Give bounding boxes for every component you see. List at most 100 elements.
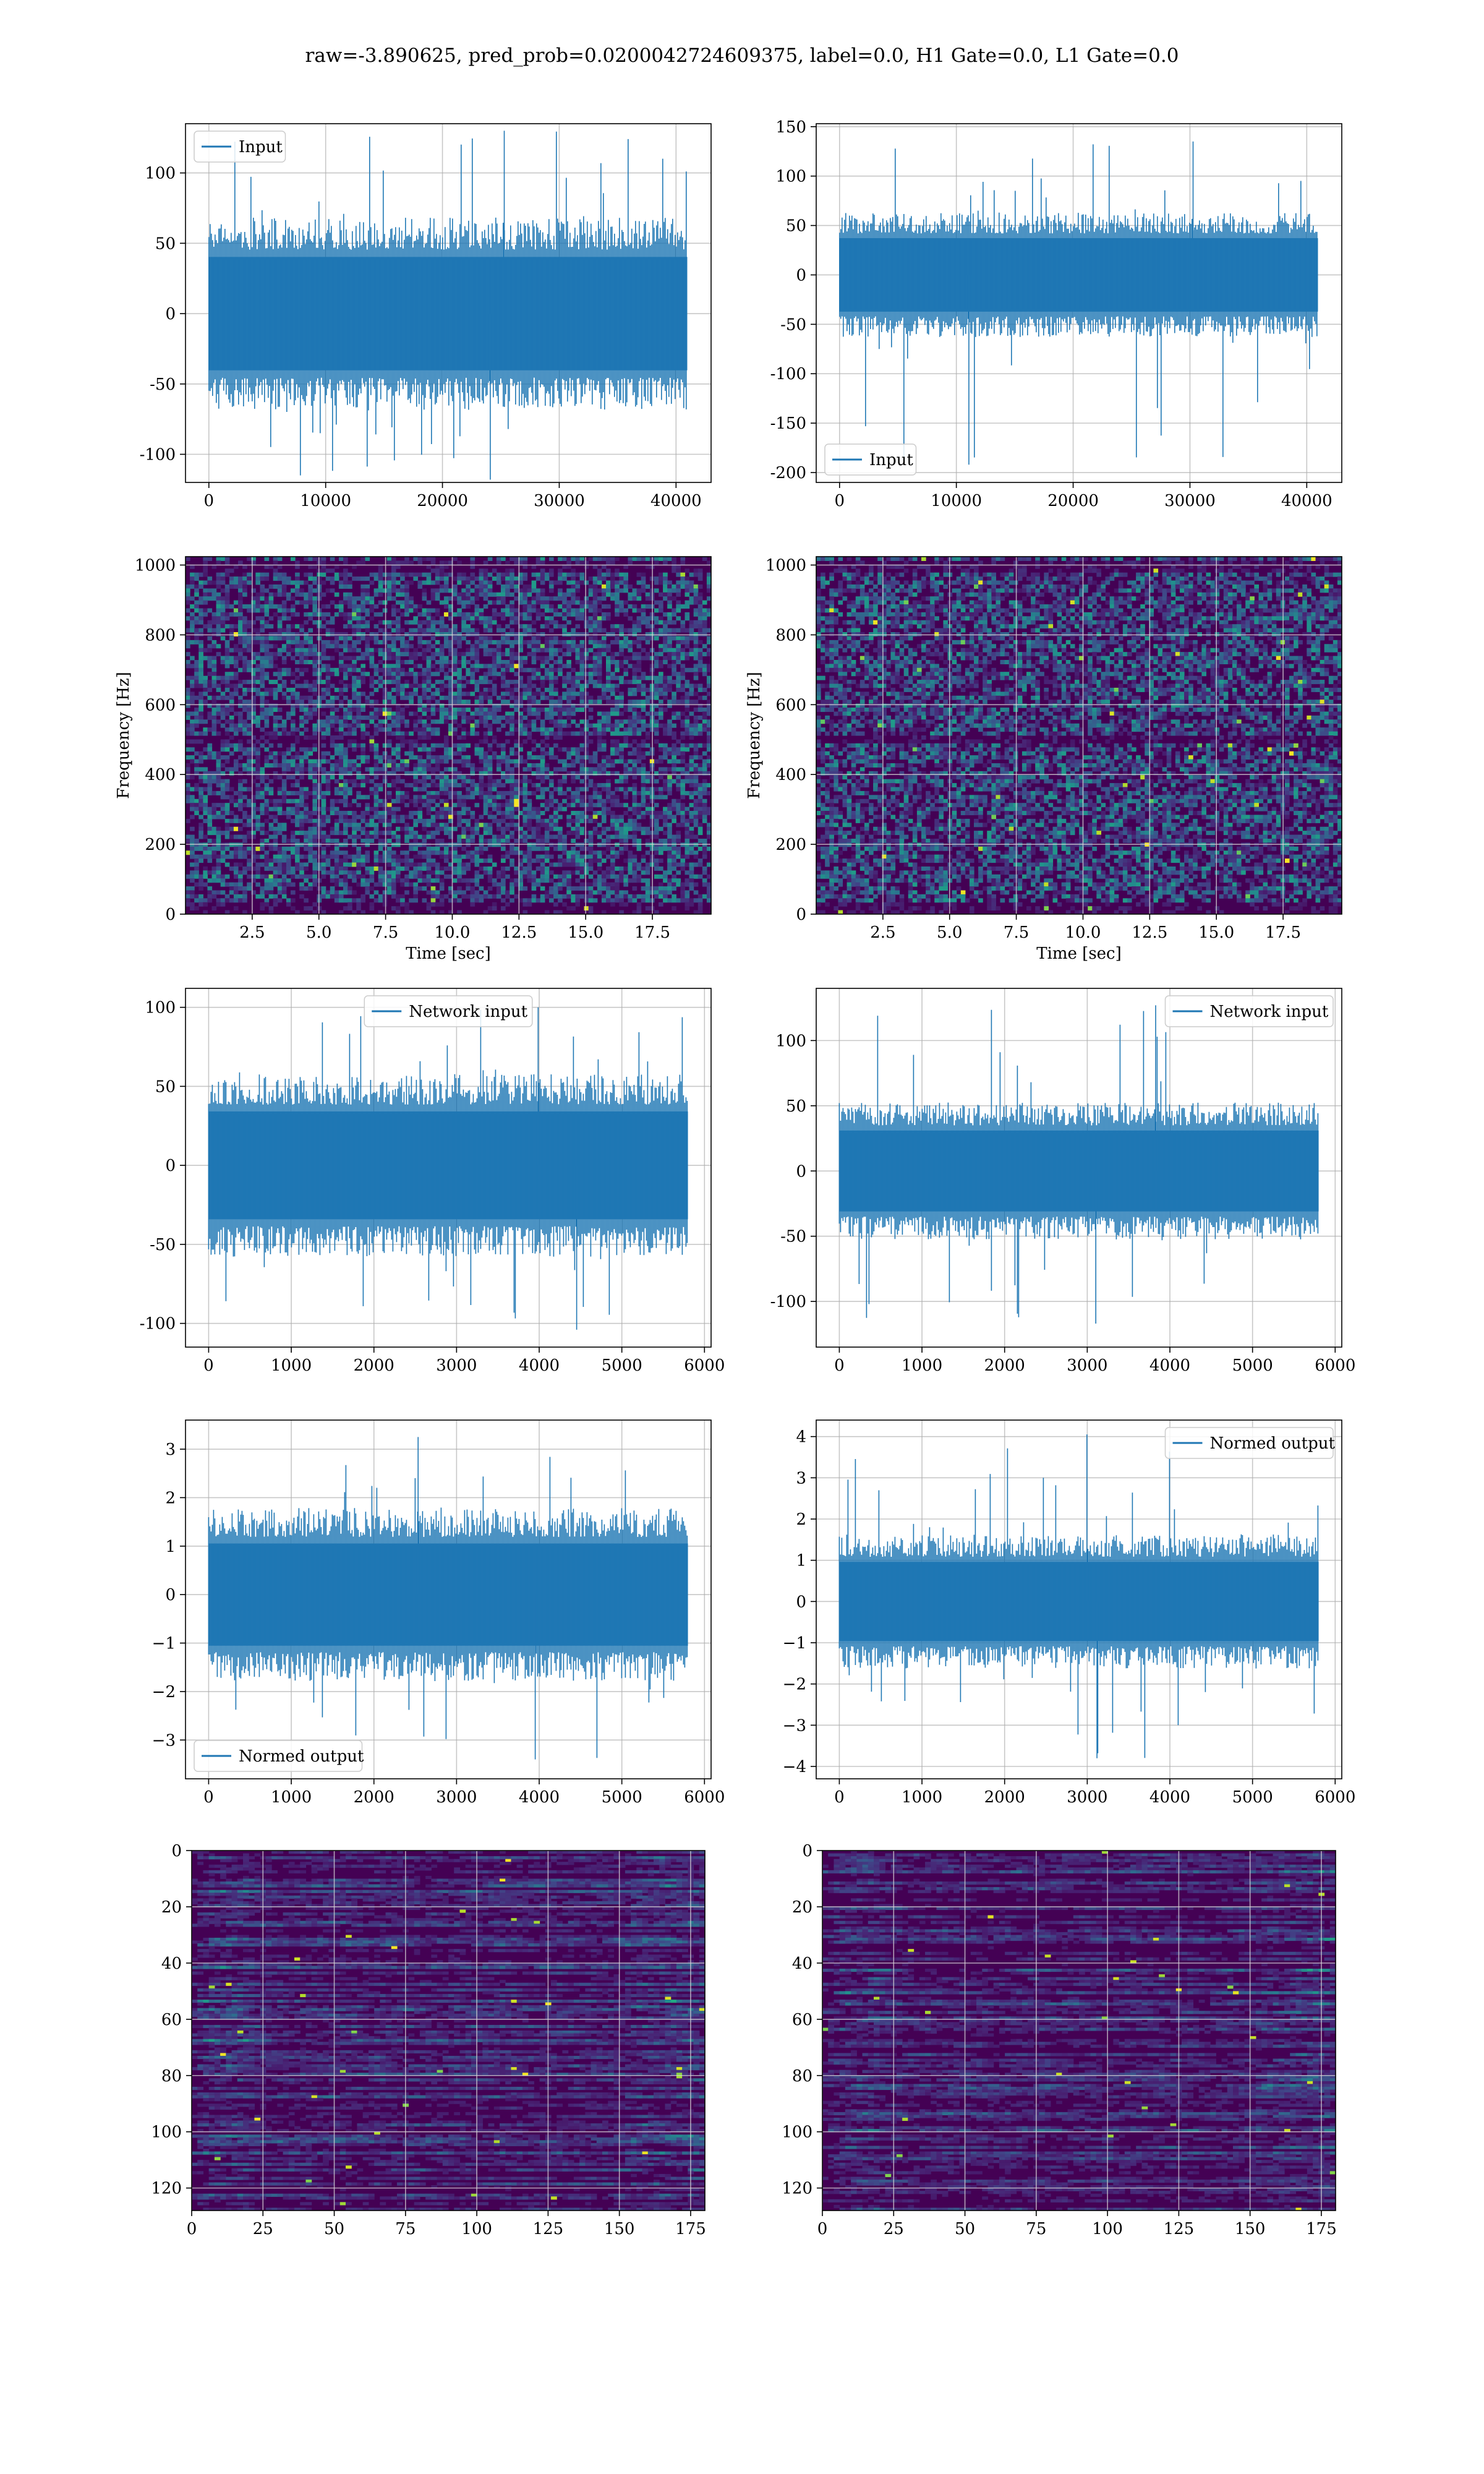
- x-tick-label: 7.5: [1004, 923, 1029, 942]
- legend-label: Normed output: [239, 1747, 364, 1766]
- x-tick-label: 3000: [436, 1356, 477, 1375]
- y-tick-label: 20: [792, 1898, 812, 1917]
- y-tick-label: -100: [770, 1293, 806, 1311]
- panels-container: 0 10000 20000 30000 40000-100-50050100Input0…: [114, 118, 1355, 2238]
- x-tick-label: 2000: [984, 1788, 1025, 1807]
- axes-frame: [185, 556, 712, 915]
- x-axis: 0 10000 20000 30000 40000: [835, 482, 1333, 510]
- x-tick-label: 10.0: [1065, 923, 1101, 942]
- y-axis: -100 -50 0 50 100: [140, 999, 186, 1333]
- series-network-input: [838, 1005, 1319, 1324]
- x-tick-label: 125: [1164, 2220, 1195, 2238]
- x-tick-label: 3000: [436, 1788, 477, 1807]
- panel-normed-output-l1: 0 1000 2000 3000 4000 5000 6000 −4 −3 −2 −1 0 1 2 3 4 No…: [783, 1419, 1355, 1807]
- axes-frame: [816, 556, 1342, 915]
- legend-label: Network input: [1210, 1003, 1329, 1021]
- y-tick-label: −2: [152, 1683, 176, 1701]
- axes-frame: [191, 1850, 706, 2211]
- series-normed-output: [208, 1437, 688, 1760]
- series-trace: [208, 1437, 688, 1760]
- y-axis: 0 200 400 600 800 1000: [135, 557, 186, 924]
- feature-map-cells: [822, 1851, 1336, 2211]
- x-tick-label: 75: [1026, 2220, 1046, 2238]
- y-tick-label: −4: [783, 1758, 806, 1776]
- y-tick-label: 40: [161, 1954, 182, 1973]
- x-tick-label: 6000: [1315, 1788, 1355, 1807]
- y-tick-label: 0: [165, 905, 176, 924]
- y-tick-label: 0: [165, 1586, 176, 1604]
- x-tick-label: 17.5: [1265, 923, 1301, 942]
- y-tick-label: 600: [145, 696, 176, 714]
- y-tick-label: 60: [792, 2011, 812, 2029]
- x-axis: 0 10000 20000 30000 40000: [204, 482, 702, 510]
- x-tick-label: 6000: [1315, 1356, 1355, 1375]
- legend-box: [194, 1740, 363, 1772]
- y-tick-label: 1000: [765, 557, 806, 575]
- spectrogram-cells: [816, 557, 1342, 914]
- x-tick-label: 5000: [1232, 1788, 1273, 1807]
- x-tick-label: 1000: [271, 1788, 312, 1807]
- feature-map-cells: [192, 1851, 705, 2211]
- y-tick-label: 0: [796, 905, 806, 924]
- panel-input-l1: 0 10000 20000 30000 40000 -200 -150 -100 -50 0 50 1…: [770, 118, 1342, 510]
- x-tick-label: 30000: [1164, 492, 1216, 510]
- x-axis: 0 1000 2000 3000 4000 5000 6000: [203, 1779, 725, 1807]
- x-tick-label: 4000: [1149, 1788, 1190, 1807]
- x-tick-label: 5.0: [306, 923, 331, 942]
- y-tick-label: 50: [155, 1077, 176, 1096]
- y-tick-label: 100: [775, 168, 806, 186]
- y-axis: -200 -150 -100 -50 0 50 100 150: [770, 118, 816, 482]
- y-tick-label: −3: [783, 1716, 806, 1735]
- y-tick-label: 200: [145, 836, 176, 854]
- x-tick-label: 2.5: [870, 923, 895, 942]
- legend: Normed output: [194, 1740, 364, 1772]
- legend-label: Network input: [409, 1003, 527, 1021]
- spectrogram-cells: [186, 557, 711, 914]
- x-tick-label: 175: [675, 2220, 706, 2238]
- y-tick-label: 100: [782, 2123, 812, 2142]
- y-tick-label: 2: [165, 1489, 176, 1507]
- x-tick-label: 1000: [902, 1356, 942, 1375]
- x-axis: 0 25 50 75 100 125 150 175: [817, 2211, 1337, 2238]
- x-tick-label: 125: [533, 2220, 564, 2238]
- x-tick-label: 0: [187, 2220, 197, 2238]
- x-tick-label: 5000: [602, 1356, 642, 1375]
- y-tick-label: 80: [792, 2067, 812, 2086]
- panel-feature-map-l1: 0 25 50 75 100 125 150 175 0 20 40 60 80 100 120: [782, 1842, 1336, 2238]
- axes-frame: [185, 988, 712, 1348]
- x-tick-label: 10.0: [435, 923, 471, 942]
- y-tick-label: 800: [775, 626, 806, 644]
- y-tick-label: −2: [783, 1676, 806, 1694]
- x-tick-label: 75: [395, 2220, 416, 2238]
- legend-box: [824, 443, 917, 476]
- y-tick-label: 0: [165, 1157, 176, 1175]
- x-tick-label: 6000: [684, 1356, 725, 1375]
- panel-feature-map-h1: 0 25 50 75 100 125 150 175 0 20 40 60 80 100 120: [151, 1842, 706, 2238]
- legend-label: Normed output: [1210, 1434, 1336, 1453]
- y-tick-label: 0: [796, 266, 806, 285]
- panel-spectrogram-h1: 2.5 5.0 7.5 10.0 12.5 15.0 17.5 0 200 400 600 800 10…: [114, 556, 712, 963]
- y-tick-label: -50: [780, 1228, 806, 1246]
- x-tick-label: 15.0: [1198, 923, 1234, 942]
- panel-input-h1: 0 10000 20000 30000 40000 -100 -50 0 50 100 Input: [140, 123, 712, 510]
- y-tick-label: 100: [151, 2123, 182, 2142]
- x-tick-label: 150: [604, 2220, 635, 2238]
- x-tick-label: 0: [835, 492, 845, 510]
- x-tick-label: 10000: [300, 492, 351, 510]
- x-tick-label: 12.5: [501, 923, 537, 942]
- legend-box: [1164, 995, 1334, 1027]
- x-tick-label: 1000: [271, 1356, 312, 1375]
- x-tick-label: 2000: [354, 1788, 394, 1807]
- legend: Input: [194, 131, 286, 163]
- y-axis: -100 -50 0 50 100: [770, 1032, 816, 1311]
- x-tick-label: 2000: [984, 1356, 1025, 1375]
- y-tick-label: 0: [796, 1593, 806, 1611]
- x-tick-label: 15.0: [568, 923, 603, 942]
- x-axis: 0 1000 2000 3000 4000 5000 6000: [203, 1347, 725, 1375]
- series-network-input: [208, 1007, 688, 1330]
- plot-area: [192, 1851, 705, 2211]
- x-tick-label: 3000: [1067, 1356, 1107, 1375]
- y-tick-label: 100: [145, 999, 176, 1017]
- x-tick-label: 0: [204, 492, 215, 510]
